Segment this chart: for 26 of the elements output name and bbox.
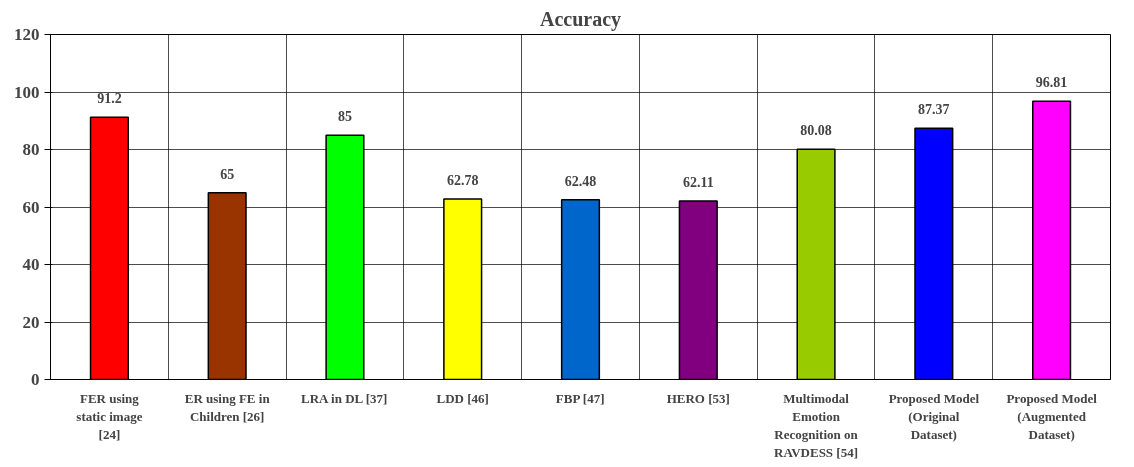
- chart-title: Accuracy: [539, 7, 622, 31]
- x-tick-label: FBP [47]: [555, 390, 605, 406]
- x-tick-label: Multimodal Emotion Recognition on RAVDESS [54]: [774, 390, 859, 460]
- x-tick-label: Proposed Model (Augmented Dataset): [1006, 390, 1098, 442]
- y-tick-label: 20: [22, 312, 40, 332]
- data-label: 87.37: [918, 102, 950, 118]
- data-label: 65: [220, 166, 235, 182]
- x-tick-label: HERO [53]: [666, 390, 730, 406]
- data-label: 85: [337, 109, 352, 125]
- x-tick-label: Proposed Model (Original Dataset): [888, 390, 980, 442]
- data-label: 91.2: [97, 91, 122, 107]
- y-tick-label: 0: [31, 370, 40, 389]
- y-tick-label: 40: [22, 255, 40, 274]
- data-label: 80.08: [800, 123, 832, 139]
- y-tick-label: 60: [22, 197, 40, 217]
- y-tick-label: 120: [14, 25, 40, 44]
- y-tick-label: 100: [14, 82, 40, 102]
- data-label: 62.78: [446, 173, 479, 189]
- x-tick-label: ER using FE in Children [26]: [184, 390, 271, 424]
- data-label: 96.81: [1035, 75, 1068, 91]
- x-tick-label: LRA in DL [37]: [301, 390, 388, 406]
- y-tick-label: 80: [22, 140, 40, 159]
- x-tick-label: LDD [46]: [436, 390, 489, 406]
- x-tick-label: FER using static image [24]: [76, 390, 143, 442]
- data-label: 62.11: [682, 174, 714, 190]
- data-label: 62.48: [564, 173, 597, 189]
